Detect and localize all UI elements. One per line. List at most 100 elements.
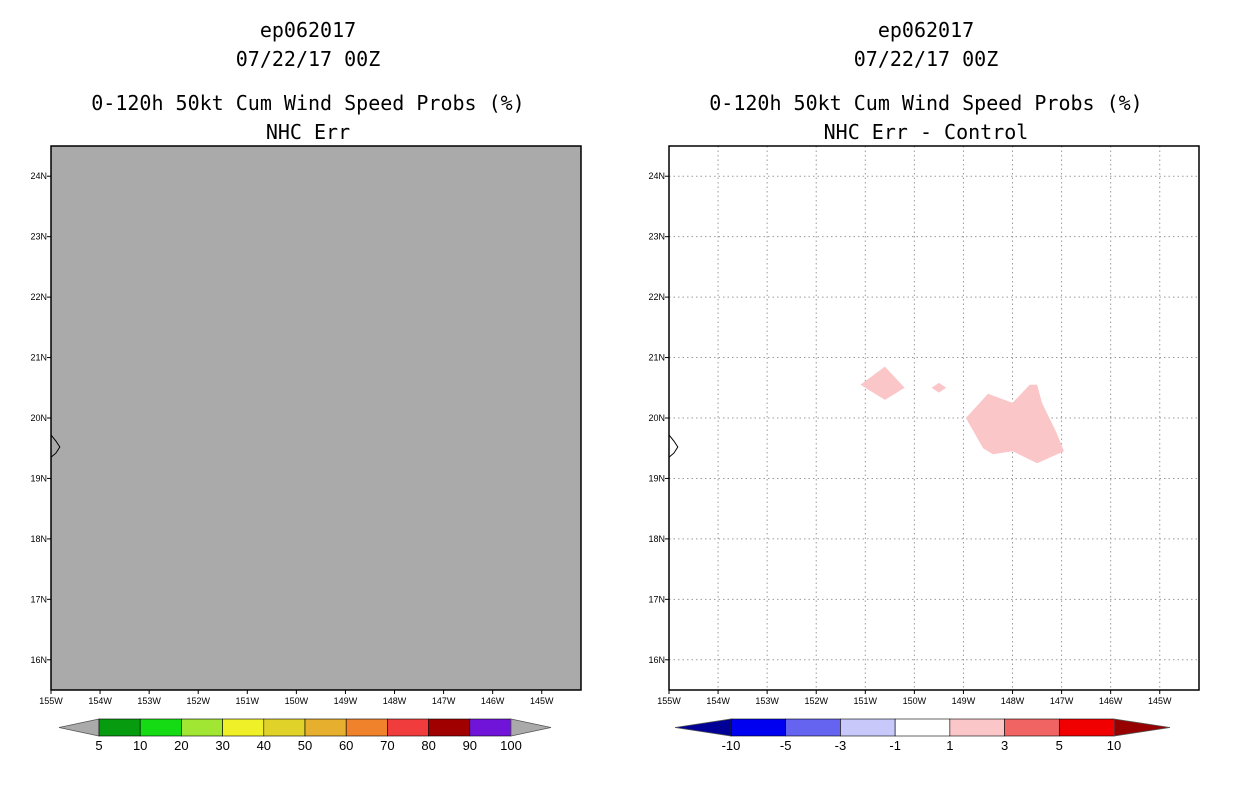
y-tick-label: 24N xyxy=(648,171,665,181)
left-title-line-1: ep062017 xyxy=(260,18,356,42)
x-tick-label: 155W xyxy=(39,696,63,706)
x-tick-label: 146W xyxy=(481,696,505,706)
right-title-line-3: 0-120h 50kt Cum Wind Speed Probs (%) xyxy=(709,91,1142,115)
y-tick-label: 23N xyxy=(648,232,665,242)
colorbar-label: -1 xyxy=(889,738,901,753)
x-tick-label: 150W xyxy=(285,696,309,706)
plot-background xyxy=(51,146,581,690)
x-tick-label: 151W xyxy=(854,696,878,706)
colorbar-segment xyxy=(785,718,841,737)
colorbar-segment xyxy=(387,718,429,737)
x-tick-label: 149W xyxy=(334,696,358,706)
colorbar-label: 3 xyxy=(1001,738,1008,753)
colorbar-label: 10 xyxy=(1107,738,1121,753)
colorbar-label: -10 xyxy=(722,738,741,753)
x-tick-label: 146W xyxy=(1099,696,1123,706)
x-tick-label: 154W xyxy=(88,696,112,706)
y-tick-label: 18N xyxy=(648,534,665,544)
colorbar-label: 60 xyxy=(339,738,353,753)
y-tick-label: 22N xyxy=(648,292,665,302)
colorbar-segment xyxy=(98,718,141,737)
y-tick-label: 20N xyxy=(648,413,665,423)
y-tick-label: 22N xyxy=(30,292,47,302)
right-title-line-1: ep062017 xyxy=(878,18,974,42)
y-tick-label: 23N xyxy=(30,232,47,242)
colorbar-segment xyxy=(949,718,1005,737)
right-title-line-2: 07/22/17 00Z xyxy=(854,47,999,71)
x-tick-label: 147W xyxy=(432,696,456,706)
y-tick-label: 17N xyxy=(30,594,47,604)
colorbar-segment xyxy=(222,718,265,737)
right-plot-area: 155W 154W 153W 152W 151W 150W 149W 148W 147W 146W… xyxy=(648,145,1200,706)
y-tick-label: 21N xyxy=(30,353,47,363)
colorbar-label: 5 xyxy=(1056,738,1063,753)
y-tick-label: 17N xyxy=(648,594,665,604)
y-tick-label: 24N xyxy=(30,171,47,181)
x-tick-label: 152W xyxy=(804,696,828,706)
y-tick-label: 16N xyxy=(30,655,47,665)
x-tick-label: 154W xyxy=(706,696,730,706)
y-tick-label: 16N xyxy=(648,655,665,665)
x-tick-label: 152W xyxy=(186,696,210,706)
right-colorbar: -10 -5 -3 -1 1 3 5 10 xyxy=(674,718,1171,753)
y-tick-label: 20N xyxy=(30,413,47,423)
right-title-line-4: NHC Err - Control xyxy=(824,120,1029,144)
contour-region-b xyxy=(931,382,947,393)
colorbar-label: 90 xyxy=(463,738,477,753)
x-tick-label: 151W xyxy=(236,696,260,706)
left-plot-area: 155W 154W 153W 152W 151W 150W 149W 148W 147W 146W… xyxy=(30,145,582,706)
coastline xyxy=(668,434,679,458)
colorbar-segment xyxy=(263,718,306,737)
colorbar-segment xyxy=(1058,718,1115,737)
colorbar-segment xyxy=(139,718,182,737)
left-panel-titles: ep062017 07/22/17 00Z 0-120h 50kt Cum Wi… xyxy=(91,18,524,144)
y-tick-label: 19N xyxy=(648,473,665,483)
colorbar-arrow-right xyxy=(1113,718,1171,737)
left-title-line-4: NHC Err xyxy=(266,120,350,144)
colorbar-label: 30 xyxy=(215,738,229,753)
colorbar-label: 80 xyxy=(421,738,435,753)
colorbar-label: 1 xyxy=(946,738,953,753)
x-tick-label: 147W xyxy=(1050,696,1074,706)
x-tick-label: 150W xyxy=(903,696,927,706)
x-tick-label: 149W xyxy=(952,696,976,706)
colorbar-label: 100 xyxy=(500,738,522,753)
colorbar-label: 20 xyxy=(174,738,188,753)
x-tick-label: 153W xyxy=(137,696,161,706)
colorbar-label: 50 xyxy=(298,738,312,753)
y-tick-label: 19N xyxy=(30,473,47,483)
x-tick-label: 145W xyxy=(530,696,554,706)
colorbar-label: -3 xyxy=(835,738,847,753)
left-title-line-3: 0-120h 50kt Cum Wind Speed Probs (%) xyxy=(91,91,524,115)
x-tick-label: 145W xyxy=(1148,696,1172,706)
colorbar-segment xyxy=(840,718,896,737)
colorbar-arrow-left xyxy=(674,718,732,737)
colorbar-segment xyxy=(1004,718,1060,737)
x-tick-label: 153W xyxy=(755,696,779,706)
colorbar-arrow-left xyxy=(58,718,100,737)
x-tick-label: 148W xyxy=(383,696,407,706)
x-tick-label: 155W xyxy=(657,696,681,706)
right-panel-titles: ep062017 07/22/17 00Z 0-120h 50kt Cum Wi… xyxy=(709,18,1142,144)
colorbar-segment xyxy=(304,718,347,737)
x-tick-label: 148W xyxy=(1001,696,1025,706)
colorbar-segment xyxy=(730,718,787,737)
colorbar-segment xyxy=(181,718,223,737)
y-tick-label: 18N xyxy=(30,534,47,544)
contour-region-c xyxy=(965,384,1064,464)
colorbar-label: 10 xyxy=(133,738,147,753)
left-title-line-2: 07/22/17 00Z xyxy=(236,47,381,71)
left-colorbar: 5 10 20 30 40 50 60 70 80 90 100 xyxy=(58,718,552,753)
y-tick-label: 21N xyxy=(648,353,665,363)
colorbar-label: 70 xyxy=(380,738,394,753)
coastline xyxy=(50,434,61,458)
colorbar-label: 5 xyxy=(95,738,102,753)
colorbar-segment xyxy=(469,718,512,737)
colorbar-segment xyxy=(894,718,951,737)
contour-region-a xyxy=(860,366,905,400)
colorbar-label: 40 xyxy=(257,738,271,753)
colorbar-segment xyxy=(345,718,388,737)
colorbar-segment xyxy=(428,718,471,737)
colorbar-label: -5 xyxy=(780,738,792,753)
